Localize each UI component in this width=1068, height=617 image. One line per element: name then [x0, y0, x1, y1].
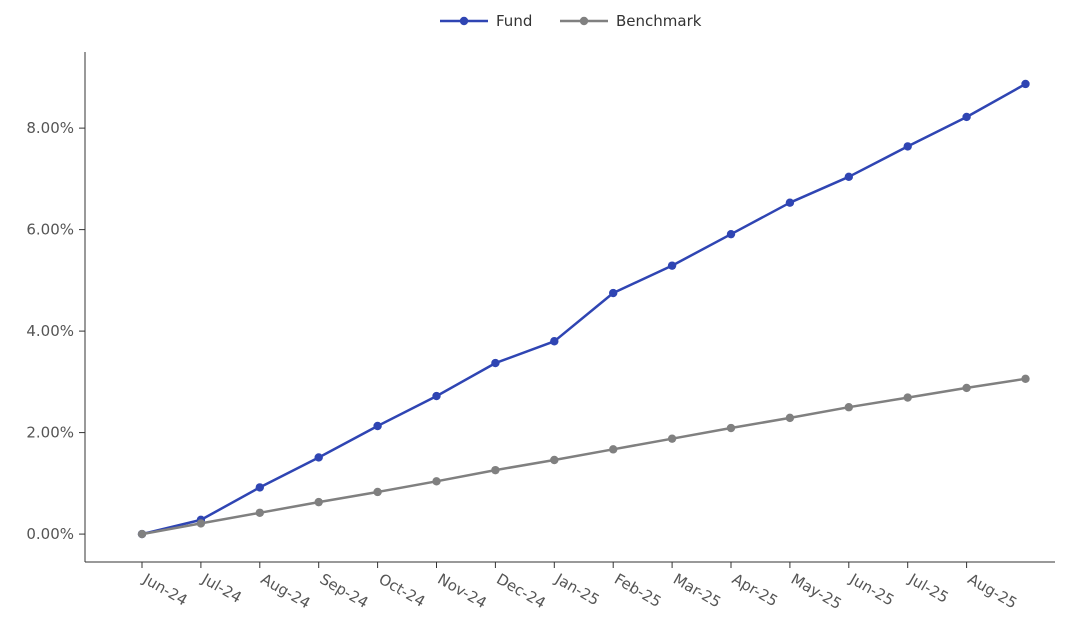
- data-point-benchmark: [196, 519, 206, 528]
- data-point-benchmark: [903, 393, 912, 402]
- data-point-benchmark: [844, 403, 853, 412]
- data-point-fund: [726, 229, 736, 239]
- x-tick-label: Apr-25: [729, 570, 781, 610]
- data-point-benchmark: [550, 455, 559, 465]
- data-point-fund: [903, 142, 912, 151]
- data-point-fund: [609, 288, 618, 298]
- data-point-fund: [491, 358, 500, 368]
- series-line-benchmark: [140, 377, 1027, 536]
- data-point-benchmark: [962, 383, 971, 393]
- legend-label-benchmark: Benchmark: [616, 12, 702, 30]
- data-point-fund: [1021, 79, 1030, 89]
- x-tick-label: Mar-25: [670, 570, 724, 612]
- y-tick-label: 8.00%: [26, 119, 74, 137]
- x-tick-label: May-25: [788, 570, 845, 613]
- data-point-fund: [432, 391, 441, 401]
- data-point-fund: [550, 337, 559, 346]
- series-line-fund: [140, 82, 1027, 536]
- y-tick-label: 6.00%: [26, 221, 74, 239]
- data-point-fund: [373, 421, 382, 431]
- x-tick-label: Jun-25: [846, 569, 897, 609]
- data-point-fund: [844, 172, 853, 182]
- data-point-fund: [785, 198, 795, 207]
- x-tick-label: Dec-24: [493, 570, 548, 612]
- series-layer: [137, 79, 1030, 539]
- legend-label-fund: Fund: [496, 12, 532, 30]
- x-tick-label: Oct-24: [376, 570, 429, 611]
- x-tick-label: Aug-24: [258, 570, 314, 612]
- data-point-benchmark: [314, 497, 323, 507]
- data-point-benchmark: [667, 434, 677, 443]
- x-tick-label: Jul-24: [198, 569, 245, 606]
- data-point-fund: [314, 453, 323, 462]
- x-tick-label: Jul-25: [905, 569, 952, 606]
- data-point-benchmark: [137, 529, 147, 539]
- legend-marker-fund: [459, 16, 469, 26]
- data-point-benchmark: [609, 445, 618, 454]
- x-tick-label: Sep-24: [317, 570, 372, 612]
- data-point-fund: [667, 261, 677, 270]
- y-tick-label: 2.00%: [26, 424, 74, 442]
- data-point-fund: [962, 112, 971, 122]
- y-tick-label: 0.00%: [26, 525, 74, 543]
- data-point-benchmark: [432, 477, 441, 486]
- data-point-benchmark: [1021, 374, 1030, 384]
- x-tick-label: Feb-25: [611, 570, 664, 611]
- data-point-benchmark: [726, 423, 736, 433]
- y-tick-label: 4.00%: [26, 322, 74, 340]
- axes: 0.00% 2.00% 4.00% 6.00% 8.00% Jun-24 Jul-24 Aug…: [26, 52, 1055, 613]
- data-point-benchmark: [491, 465, 500, 475]
- legend-marker-benchmark: [579, 16, 589, 26]
- data-point-benchmark: [785, 413, 795, 423]
- x-tick-label: Jun-24: [139, 569, 190, 609]
- data-point-benchmark: [373, 487, 382, 497]
- x-tick-label: Nov-24: [435, 570, 490, 612]
- data-point-benchmark: [255, 508, 264, 517]
- legend: Fund Benchmark: [440, 12, 702, 30]
- data-point-fund: [255, 483, 264, 492]
- x-tick-label: Aug-25: [965, 570, 1021, 612]
- x-tick-label: Jan-25: [551, 569, 602, 609]
